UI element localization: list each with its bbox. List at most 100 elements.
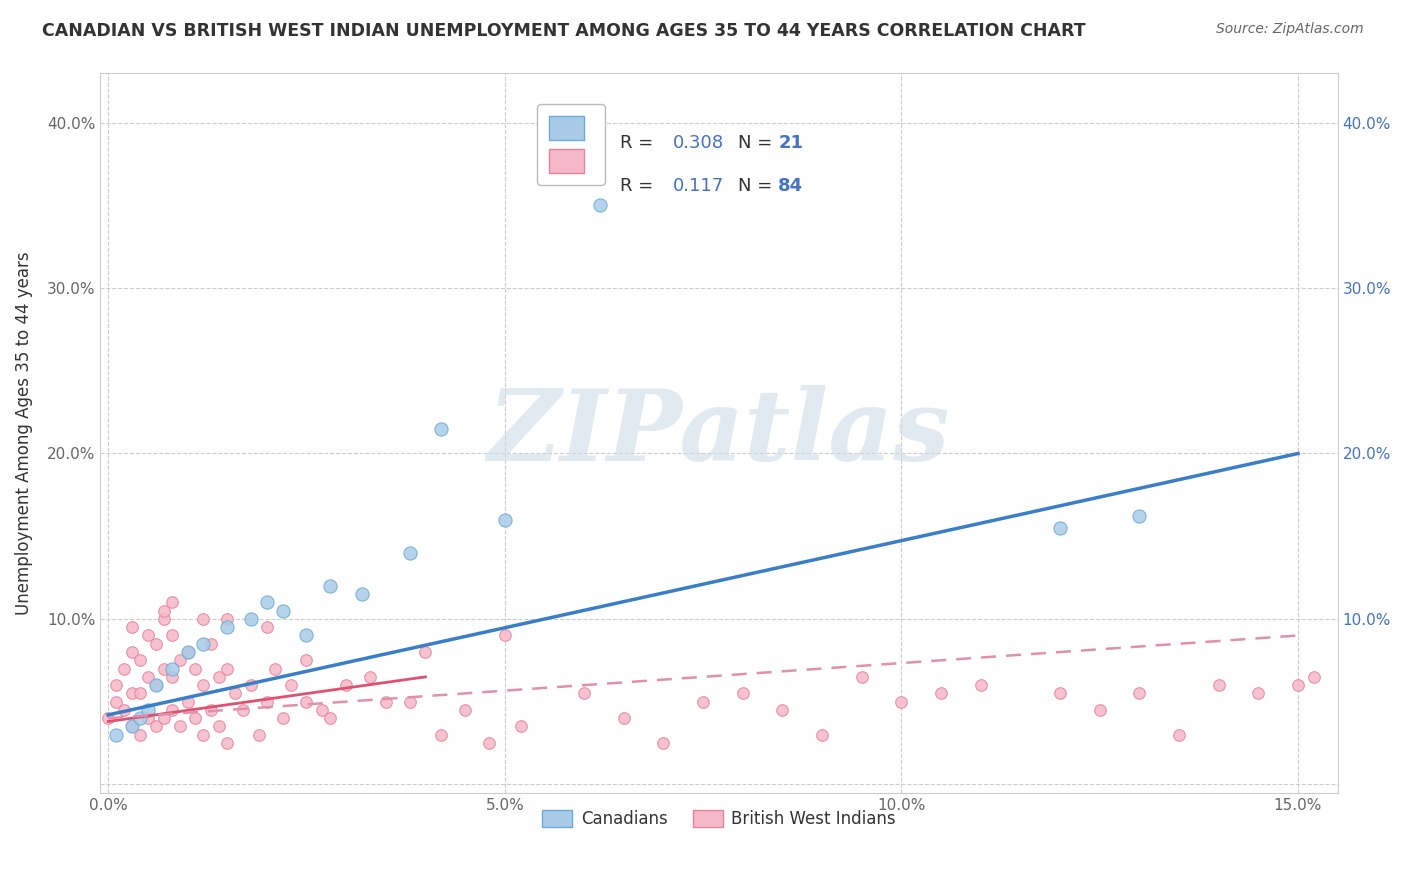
Point [1208, 678, 1230, 692]
Point [929, 686, 952, 700]
Point [271, 711, 294, 725]
Point [613, 711, 636, 725]
Point [160, 595, 183, 609]
Point [152, 711, 174, 725]
Point [311, 703, 333, 717]
Point [430, 422, 453, 436]
Point [105, 695, 128, 709]
Point [145, 637, 167, 651]
Point [208, 670, 231, 684]
Point [890, 695, 912, 709]
Point [247, 728, 270, 742]
Point [494, 513, 516, 527]
Point [478, 736, 501, 750]
Point [1302, 670, 1324, 684]
Point [1286, 678, 1309, 692]
Point [239, 678, 262, 692]
Point [232, 703, 254, 717]
Point [217, 736, 239, 750]
Point [731, 686, 754, 700]
Point [271, 604, 294, 618]
Point [398, 695, 420, 709]
Point [193, 637, 215, 651]
Point [256, 620, 278, 634]
Text: ZIPatlas: ZIPatlas [488, 384, 950, 481]
Point [112, 662, 135, 676]
Point [176, 645, 198, 659]
Point [145, 719, 167, 733]
Point [129, 711, 152, 725]
Point [97, 711, 120, 725]
Point [136, 711, 159, 725]
Point [335, 678, 357, 692]
Point [430, 728, 453, 742]
Point [217, 662, 239, 676]
Point [295, 653, 318, 667]
Text: 0.308: 0.308 [673, 134, 724, 153]
Point [152, 612, 174, 626]
Point [193, 678, 215, 692]
Legend: Canadians, British West Indians: Canadians, British West Indians [536, 803, 903, 835]
Point [652, 736, 675, 750]
Point [398, 546, 420, 560]
Point [1168, 728, 1191, 742]
Point [589, 198, 612, 212]
Text: 84: 84 [779, 178, 803, 195]
Point [193, 728, 215, 742]
Point [572, 686, 595, 700]
Text: R =: R = [620, 134, 659, 153]
Point [811, 728, 834, 742]
Point [415, 645, 437, 659]
Point [256, 695, 278, 709]
Point [121, 719, 143, 733]
Point [152, 662, 174, 676]
Point [184, 662, 207, 676]
Point [160, 670, 183, 684]
Point [160, 662, 183, 676]
Point [359, 670, 381, 684]
Point [692, 695, 714, 709]
Point [176, 645, 198, 659]
Point [121, 719, 143, 733]
Point [208, 719, 231, 733]
Point [129, 728, 152, 742]
Point [239, 612, 262, 626]
Point [105, 728, 128, 742]
Point [169, 653, 191, 667]
Point [145, 678, 167, 692]
Point [263, 662, 285, 676]
Point [184, 711, 207, 725]
Point [200, 637, 222, 651]
Point [256, 595, 278, 609]
Point [193, 612, 215, 626]
Text: CANADIAN VS BRITISH WEST INDIAN UNEMPLOYMENT AMONG AGES 35 TO 44 YEARS CORRELATI: CANADIAN VS BRITISH WEST INDIAN UNEMPLOY… [42, 22, 1085, 40]
Point [374, 695, 396, 709]
Point [176, 695, 198, 709]
Point [200, 703, 222, 717]
Point [295, 628, 318, 642]
Point [112, 703, 135, 717]
Point [1247, 686, 1270, 700]
Point [152, 604, 174, 618]
Point [136, 670, 159, 684]
Text: 21: 21 [779, 134, 803, 153]
Point [454, 703, 477, 717]
Point [319, 579, 342, 593]
Point [136, 628, 159, 642]
Point [160, 628, 183, 642]
Point [295, 695, 318, 709]
Point [770, 703, 793, 717]
Point [319, 711, 342, 725]
Point [129, 686, 152, 700]
Text: N =: N = [738, 178, 778, 195]
Text: 0.117: 0.117 [673, 178, 724, 195]
Point [1128, 509, 1150, 524]
Point [105, 678, 128, 692]
Point [121, 645, 143, 659]
Point [129, 653, 152, 667]
Point [350, 587, 373, 601]
Point [970, 678, 993, 692]
Text: Source: ZipAtlas.com: Source: ZipAtlas.com [1216, 22, 1364, 37]
Point [280, 678, 302, 692]
Point [121, 686, 143, 700]
